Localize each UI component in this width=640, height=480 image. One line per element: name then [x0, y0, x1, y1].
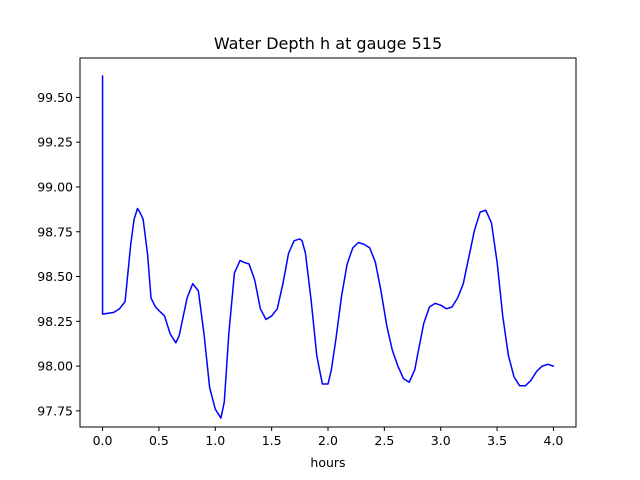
- x-tick-label: 3.5: [487, 433, 507, 448]
- y-tick-label: 99.25: [37, 135, 73, 150]
- x-tick-label: 4.0: [544, 433, 564, 448]
- x-axis: 0.0 0.5 1.0 1.5 2.0 2.5 3.0 3.5 4.0: [93, 427, 564, 448]
- y-tick-label: 98.75: [37, 224, 73, 239]
- x-tick-label: 3.0: [431, 433, 451, 448]
- x-tick-label: 2.0: [318, 433, 338, 448]
- y-tick-label: 98.50: [37, 269, 73, 284]
- series-line-0: [101, 75, 555, 419]
- x-tick-label: 1.0: [205, 433, 225, 448]
- x-tick-label: 1.5: [262, 433, 282, 448]
- y-tick-label: 98.00: [37, 359, 73, 374]
- y-tick-label: 99.00: [37, 179, 73, 194]
- y-tick-label: 99.50: [37, 90, 73, 105]
- x-tick-label: 0.0: [93, 433, 113, 448]
- chart-title: Water Depth h at gauge 515: [214, 34, 442, 53]
- y-tick-label: 98.25: [37, 314, 73, 329]
- x-tick-label: 0.5: [149, 433, 169, 448]
- x-tick-label: 2.5: [374, 433, 394, 448]
- plot-area: [101, 75, 555, 419]
- y-axis: 97.75 98.00 98.25 98.50 98.75 99.00 99.25 99.50: [37, 90, 80, 418]
- x-axis-label: hours: [310, 455, 345, 470]
- y-tick-label: 97.75: [37, 403, 73, 418]
